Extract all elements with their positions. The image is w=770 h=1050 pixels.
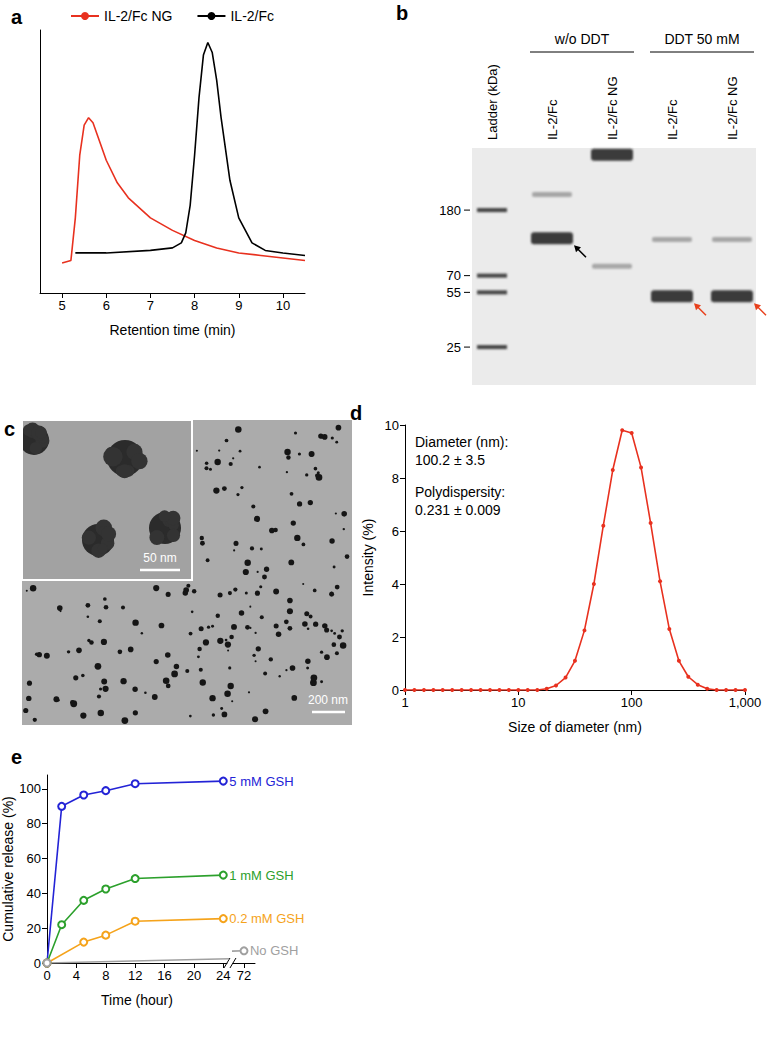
svg-text:60: 60 xyxy=(27,851,41,866)
svg-text:7: 7 xyxy=(147,298,154,313)
svg-text:Diameter (nm):: Diameter (nm): xyxy=(415,434,508,450)
svg-text:80: 80 xyxy=(27,816,41,831)
svg-text:8: 8 xyxy=(191,298,198,313)
svg-text:72: 72 xyxy=(237,968,251,983)
svg-text:8: 8 xyxy=(102,968,109,983)
svg-text:w/o DDT: w/o DDT xyxy=(554,31,610,47)
svg-text:1,000: 1,000 xyxy=(729,695,762,710)
svg-text:IL-2/Fc NG: IL-2/Fc NG xyxy=(725,76,740,140)
svg-text:1: 1 xyxy=(401,695,408,710)
svg-text:e: e xyxy=(11,746,22,768)
svg-text:20: 20 xyxy=(27,921,41,936)
svg-text:100: 100 xyxy=(621,695,643,710)
svg-text:12: 12 xyxy=(128,968,142,983)
svg-text:25: 25 xyxy=(447,340,461,355)
svg-text:a: a xyxy=(11,6,23,28)
svg-text:0: 0 xyxy=(392,683,399,698)
svg-text:100.2 ± 3.5: 100.2 ± 3.5 xyxy=(415,452,485,468)
svg-text:b: b xyxy=(396,2,408,24)
svg-text:10: 10 xyxy=(385,418,399,433)
svg-text:200 nm: 200 nm xyxy=(308,693,348,707)
svg-text:55: 55 xyxy=(447,285,461,300)
svg-text:IL-2/Fc: IL-2/Fc xyxy=(545,99,560,140)
svg-text:Cumulative release (%): Cumulative release (%) xyxy=(0,796,16,942)
svg-text:Intensity (%): Intensity (%) xyxy=(360,519,376,597)
svg-text:IL-2/Fc: IL-2/Fc xyxy=(230,8,274,24)
svg-text:d: d xyxy=(350,402,362,424)
svg-text:Size of diameter (nm): Size of diameter (nm) xyxy=(508,719,642,735)
svg-text:0: 0 xyxy=(43,968,50,983)
svg-text:Ladder (kDa): Ladder (kDa) xyxy=(485,64,500,140)
svg-text:6: 6 xyxy=(392,524,399,539)
svg-text:Time (hour): Time (hour) xyxy=(101,992,173,1008)
svg-text:10: 10 xyxy=(276,298,290,313)
svg-text:2: 2 xyxy=(392,630,399,645)
svg-text:1 mM GSH: 1 mM GSH xyxy=(229,868,293,883)
svg-text:Polydispersity:: Polydispersity: xyxy=(415,484,505,500)
svg-text:No GSH: No GSH xyxy=(250,943,298,958)
svg-text:16: 16 xyxy=(157,968,171,983)
svg-text:24: 24 xyxy=(216,968,230,983)
svg-text:10: 10 xyxy=(511,695,525,710)
svg-text:100: 100 xyxy=(19,781,41,796)
svg-text:50 nm: 50 nm xyxy=(143,551,176,565)
svg-text:5 mM GSH: 5 mM GSH xyxy=(229,774,293,789)
svg-text:6: 6 xyxy=(103,298,110,313)
svg-text:IL-2/Fc NG: IL-2/Fc NG xyxy=(104,8,172,24)
svg-text:c: c xyxy=(4,418,15,440)
svg-text:40: 40 xyxy=(27,886,41,901)
svg-text:Retention time (min): Retention time (min) xyxy=(109,322,235,338)
svg-text:IL-2/Fc: IL-2/Fc xyxy=(665,99,680,140)
svg-text:9: 9 xyxy=(235,298,242,313)
svg-text:0.2 mM GSH: 0.2 mM GSH xyxy=(229,911,304,926)
svg-text:8: 8 xyxy=(392,471,399,486)
svg-text:0: 0 xyxy=(34,956,41,971)
svg-text:180: 180 xyxy=(439,203,461,218)
svg-text:70: 70 xyxy=(447,268,461,283)
svg-text:4: 4 xyxy=(73,968,80,983)
svg-text:20: 20 xyxy=(187,968,201,983)
svg-text:DDT 50 mM: DDT 50 mM xyxy=(664,31,739,47)
svg-text:IL-2/Fc NG: IL-2/Fc NG xyxy=(605,76,620,140)
svg-text:4: 4 xyxy=(392,577,399,592)
svg-text:5: 5 xyxy=(58,298,65,313)
svg-text:0.231 ± 0.009: 0.231 ± 0.009 xyxy=(415,502,501,518)
